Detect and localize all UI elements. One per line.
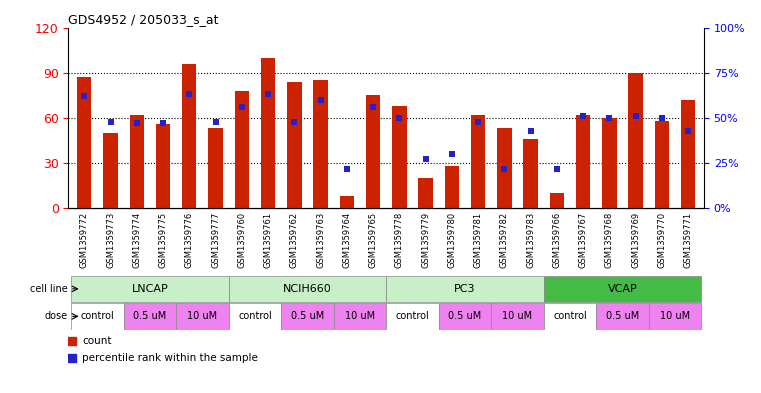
Bar <box>281 303 333 330</box>
Bar <box>681 100 696 208</box>
Bar <box>77 77 91 208</box>
Bar <box>549 193 564 208</box>
Text: GSM1359764: GSM1359764 <box>342 212 352 268</box>
Bar <box>71 275 228 302</box>
Bar <box>234 91 249 208</box>
Text: control: control <box>81 311 114 321</box>
Bar <box>392 106 406 208</box>
Text: GSM1359766: GSM1359766 <box>552 212 562 268</box>
Text: GSM1359760: GSM1359760 <box>237 212 247 268</box>
Text: 0.5 uM: 0.5 uM <box>606 311 639 321</box>
Text: 10 uM: 10 uM <box>660 311 690 321</box>
Bar <box>209 129 223 208</box>
Text: GSM1359782: GSM1359782 <box>500 212 509 268</box>
Bar <box>439 303 492 330</box>
Text: GSM1359775: GSM1359775 <box>158 212 167 268</box>
Bar <box>261 58 275 208</box>
Bar <box>602 118 616 208</box>
Text: GSM1359771: GSM1359771 <box>683 212 693 268</box>
Bar <box>492 303 544 330</box>
Text: LNCAP: LNCAP <box>132 284 168 294</box>
Text: 0.5 uM: 0.5 uM <box>133 311 167 321</box>
Bar <box>287 82 301 208</box>
Bar <box>597 303 649 330</box>
Text: 0.5 uM: 0.5 uM <box>291 311 324 321</box>
Bar <box>629 73 643 208</box>
Text: GSM1359767: GSM1359767 <box>578 212 587 268</box>
Bar <box>471 115 486 208</box>
Bar <box>129 115 144 208</box>
Bar <box>182 64 196 208</box>
Text: GSM1359762: GSM1359762 <box>290 212 299 268</box>
Bar <box>176 303 228 330</box>
Bar <box>228 275 386 302</box>
Text: NCIH660: NCIH660 <box>283 284 332 294</box>
Text: GSM1359768: GSM1359768 <box>605 212 614 268</box>
Text: VCAP: VCAP <box>607 284 638 294</box>
Bar <box>123 303 176 330</box>
Text: control: control <box>238 311 272 321</box>
Bar <box>366 95 380 208</box>
Text: 10 uM: 10 uM <box>187 311 218 321</box>
Bar <box>386 275 544 302</box>
Text: 0.5 uM: 0.5 uM <box>448 311 482 321</box>
Text: GSM1359778: GSM1359778 <box>395 212 404 268</box>
Text: GSM1359770: GSM1359770 <box>658 212 667 268</box>
Text: 10 uM: 10 uM <box>502 311 533 321</box>
Text: GSM1359779: GSM1359779 <box>421 212 430 268</box>
Text: GSM1359772: GSM1359772 <box>80 212 89 268</box>
Text: GSM1359765: GSM1359765 <box>368 212 377 268</box>
Text: GSM1359763: GSM1359763 <box>316 212 325 268</box>
Text: control: control <box>396 311 429 321</box>
Bar <box>339 196 354 208</box>
Bar <box>576 115 591 208</box>
Bar <box>71 303 123 330</box>
Bar <box>524 139 538 208</box>
Bar <box>497 129 511 208</box>
Text: dose: dose <box>45 311 68 321</box>
Text: GSM1359776: GSM1359776 <box>185 212 194 268</box>
Bar <box>649 303 702 330</box>
Bar <box>103 133 118 208</box>
Bar <box>333 303 386 330</box>
Bar <box>444 166 459 208</box>
Bar <box>156 124 170 208</box>
Text: GSM1359781: GSM1359781 <box>473 212 482 268</box>
Bar <box>544 303 597 330</box>
Text: GSM1359774: GSM1359774 <box>132 212 142 268</box>
Text: percentile rank within the sample: percentile rank within the sample <box>82 353 258 364</box>
Text: GSM1359769: GSM1359769 <box>631 212 640 268</box>
Text: GSM1359773: GSM1359773 <box>106 212 115 268</box>
Text: 10 uM: 10 uM <box>345 311 375 321</box>
Text: control: control <box>553 311 587 321</box>
Text: cell line: cell line <box>30 284 68 294</box>
Text: count: count <box>82 336 112 346</box>
Bar <box>228 303 281 330</box>
Bar <box>419 178 433 208</box>
Text: GDS4952 / 205033_s_at: GDS4952 / 205033_s_at <box>68 13 219 26</box>
Text: GSM1359777: GSM1359777 <box>211 212 220 268</box>
Bar <box>386 303 439 330</box>
Bar <box>544 275 702 302</box>
Text: GSM1359780: GSM1359780 <box>447 212 457 268</box>
Bar <box>654 121 669 208</box>
Text: PC3: PC3 <box>454 284 476 294</box>
Bar <box>314 80 328 208</box>
Text: GSM1359783: GSM1359783 <box>526 212 535 268</box>
Text: GSM1359761: GSM1359761 <box>263 212 272 268</box>
